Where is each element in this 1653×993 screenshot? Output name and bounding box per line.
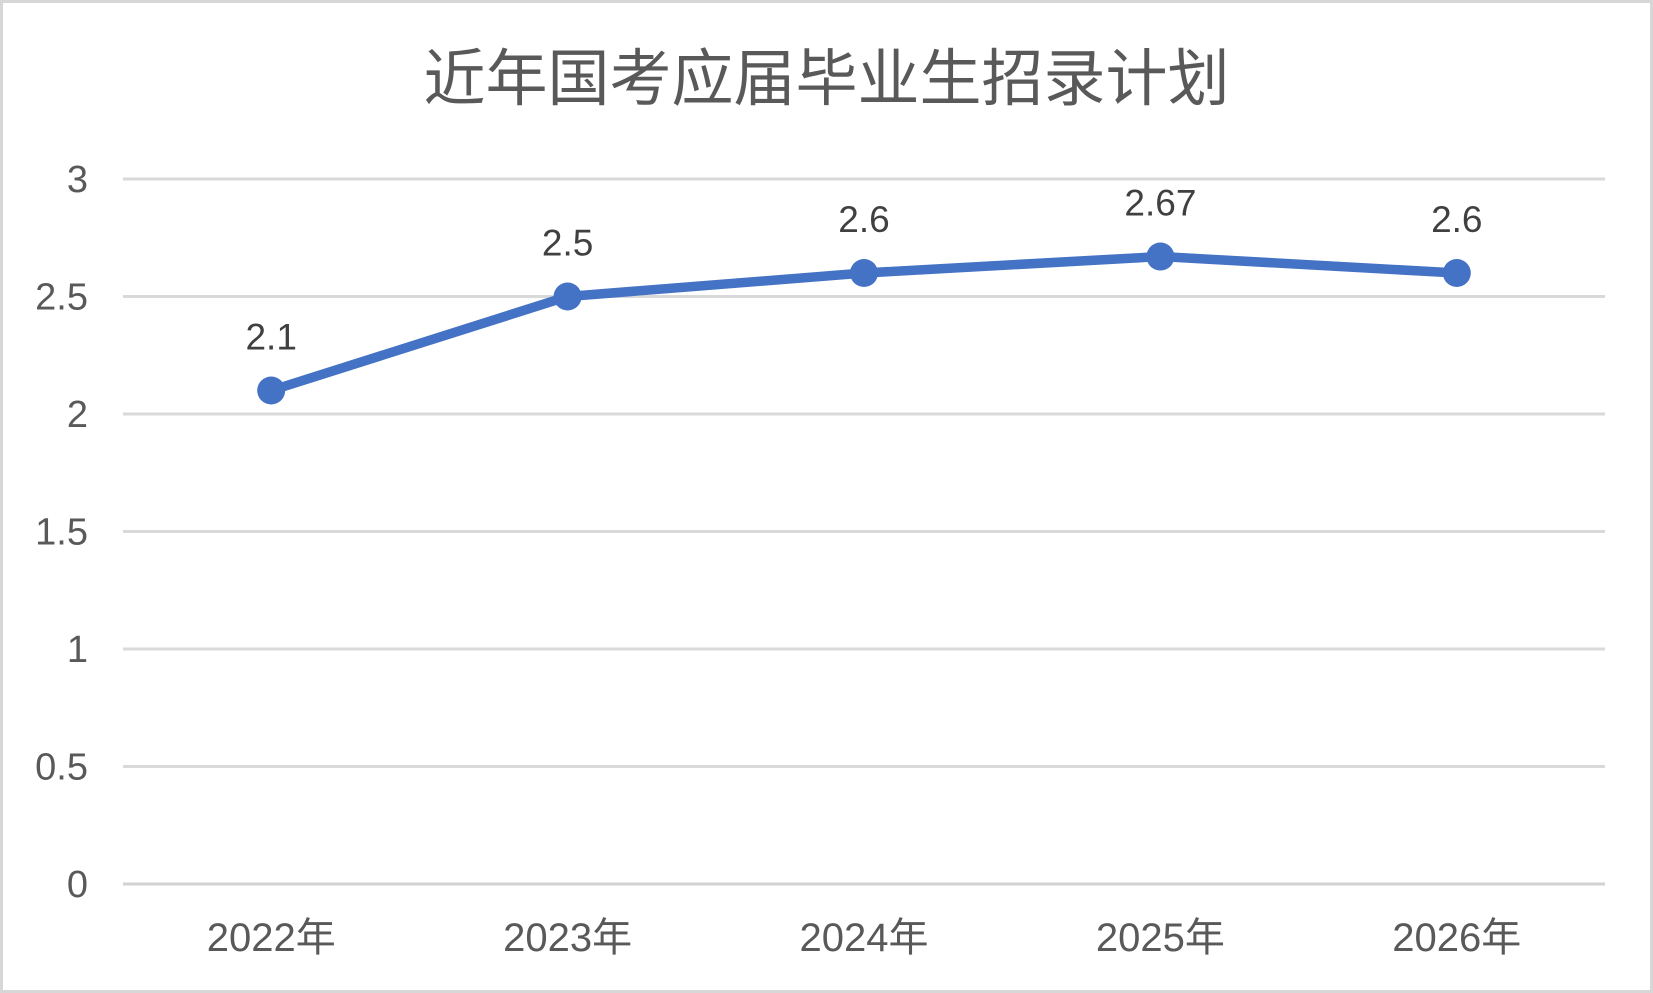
data-label: 2.6 (838, 199, 889, 240)
data-label: 2.6 (1431, 199, 1482, 240)
line-chart-plot-area: 0 0.5 1 1.5 2 2.5 3 2022年 2023年 2024年 2025年 2026年 2.… (35, 159, 1605, 960)
y-axis-tick-label: 1.5 (35, 512, 88, 554)
y-axis-tick-label: 3 (67, 159, 88, 201)
y-axis-tick-label: 0 (67, 864, 88, 906)
data-point-marker (1146, 242, 1175, 271)
data-point-marker (1442, 259, 1471, 287)
x-axis-tick-label: 2025年 (1096, 916, 1225, 960)
data-point-marker (850, 259, 878, 287)
data-point-marker (257, 376, 286, 405)
y-axis-tick-label: 0.5 (35, 747, 88, 789)
y-axis-tick-label: 2 (67, 394, 88, 436)
x-axis-tick-label: 2024年 (800, 916, 929, 960)
chart-title: 近年国考应届毕业生招录计划 (423, 46, 1230, 114)
data-point-marker (553, 282, 582, 311)
data-label: 2.5 (542, 223, 593, 264)
x-axis-tick-label: 2026年 (1392, 916, 1521, 960)
x-axis-tick-label: 2022年 (207, 916, 336, 960)
x-axis-tick-label: 2023年 (503, 916, 632, 960)
y-axis-tick-label: 1 (67, 629, 88, 671)
data-label: 2.1 (245, 317, 296, 358)
data-label: 2.67 (1124, 183, 1196, 224)
y-axis-tick-label: 2.5 (35, 277, 88, 319)
